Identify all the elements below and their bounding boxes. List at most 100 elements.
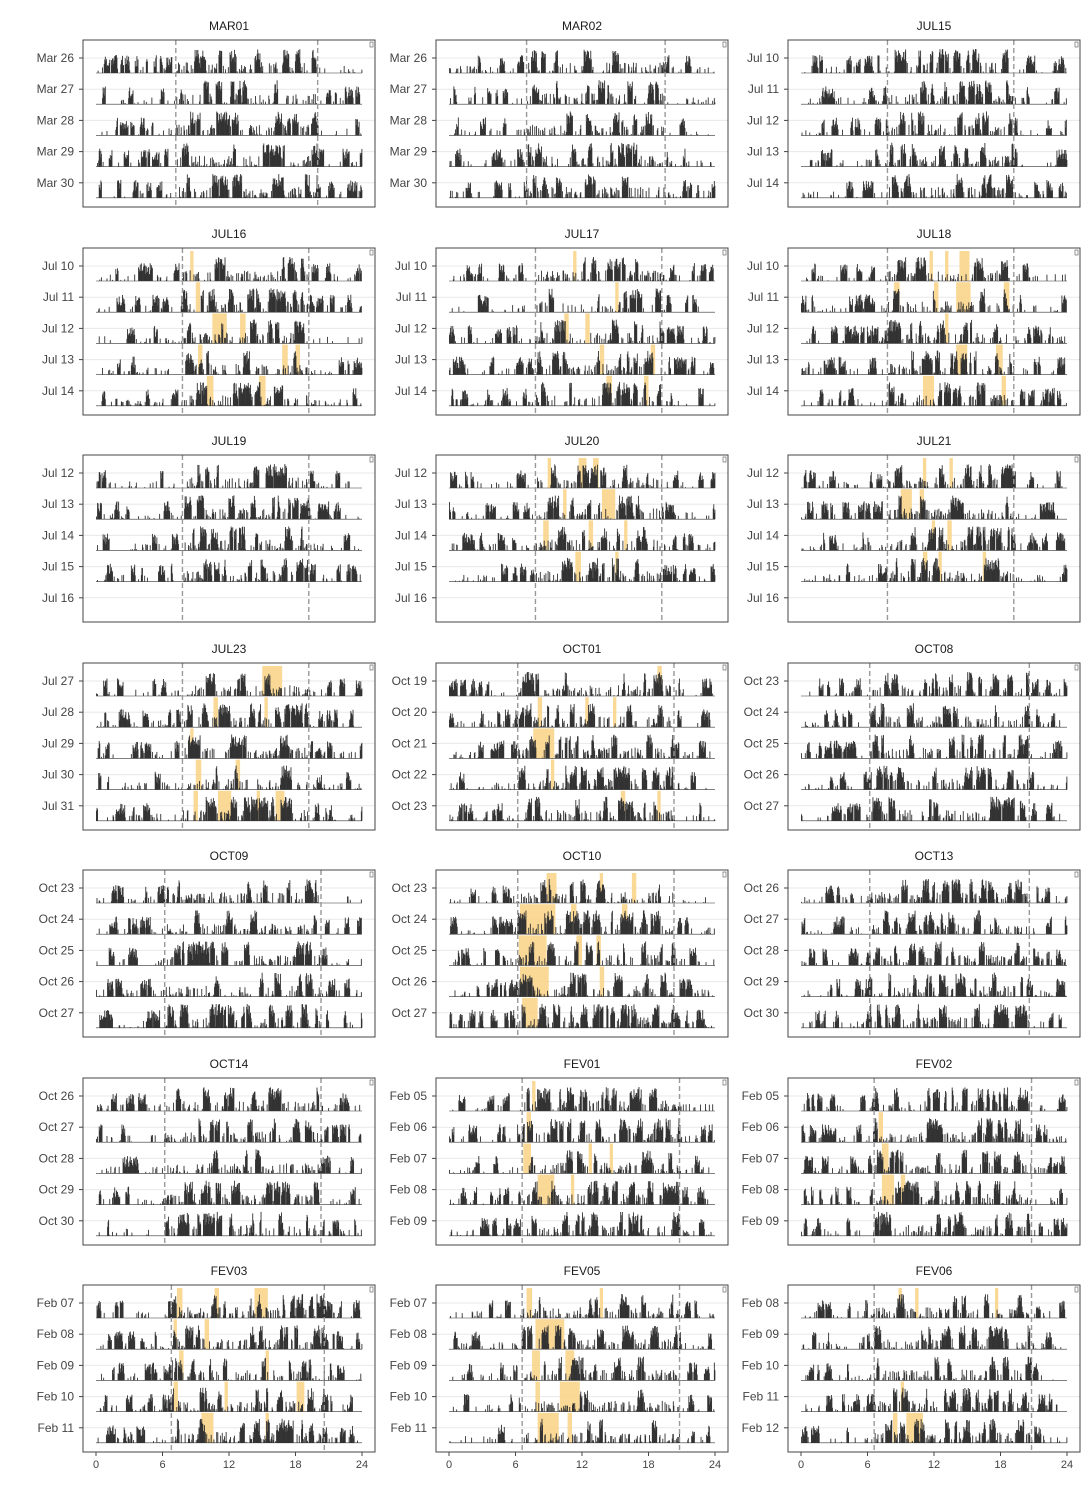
activity-bar xyxy=(899,125,900,135)
activity-bar xyxy=(252,191,253,198)
activity-bar xyxy=(545,54,546,73)
activity-bar xyxy=(688,369,689,375)
activity-bar xyxy=(502,190,503,198)
activity-bar xyxy=(138,160,139,167)
activity-bar xyxy=(460,276,461,281)
activity-bar xyxy=(599,336,600,344)
activity-bar xyxy=(192,338,193,343)
activity-bar xyxy=(982,94,983,104)
activity-bar xyxy=(621,338,622,344)
activity-bar xyxy=(683,339,684,343)
activity-bar xyxy=(260,276,261,281)
activity-bar xyxy=(277,271,278,281)
activity-bar xyxy=(927,64,928,73)
activity-bar xyxy=(296,356,297,375)
activity-bar xyxy=(304,160,305,167)
activity-bar xyxy=(236,305,237,313)
activity-bar xyxy=(714,337,715,343)
activity-bar xyxy=(480,62,481,73)
activity-bar xyxy=(236,364,237,375)
activity-bar xyxy=(272,275,273,281)
activity-bar xyxy=(816,134,817,136)
activity-bar xyxy=(822,60,823,73)
activity-bar xyxy=(261,134,262,135)
activity-bar xyxy=(163,399,164,406)
activity-bar xyxy=(707,329,708,344)
activity-bar xyxy=(189,134,190,135)
activity-bar xyxy=(676,197,677,198)
activity-bar xyxy=(246,88,247,105)
activity-bar xyxy=(293,334,294,344)
activity-bar xyxy=(620,64,621,73)
activity-bar xyxy=(223,66,224,73)
activity-bar xyxy=(972,125,973,135)
activity-bar xyxy=(177,390,178,406)
activity-bar xyxy=(226,311,227,312)
activity-bar xyxy=(284,336,285,344)
activity-bar xyxy=(455,341,456,343)
activity-bar xyxy=(809,132,810,135)
activity-bar xyxy=(932,163,933,166)
activity-bar xyxy=(207,273,208,281)
activity-bar xyxy=(269,99,270,104)
activity-bar xyxy=(181,70,182,73)
activity-day-1 xyxy=(449,257,715,281)
activity-bar xyxy=(610,370,611,374)
activity-bar xyxy=(182,191,183,198)
activity-bar xyxy=(224,102,225,104)
activity-bar xyxy=(642,189,643,198)
activity-bar xyxy=(670,195,671,198)
ytick-label: Mar 26 xyxy=(390,51,428,65)
activity-bar xyxy=(346,98,347,104)
activity-bar xyxy=(329,164,330,166)
activity-bar xyxy=(537,336,538,343)
activity-bar xyxy=(854,67,855,73)
activity-bar xyxy=(1053,71,1054,73)
activity-bar xyxy=(932,195,933,198)
activity-bar xyxy=(114,196,115,197)
activity-bar xyxy=(171,343,172,344)
activity-bar xyxy=(262,66,263,73)
activity-bar xyxy=(356,398,357,406)
activity-bar xyxy=(968,55,969,73)
activity-bar xyxy=(831,150,832,167)
activity-bar xyxy=(203,290,204,312)
highlight-period xyxy=(585,313,589,343)
activity-bar xyxy=(687,99,688,104)
activity-bar xyxy=(240,130,241,135)
activity-bar xyxy=(558,134,559,135)
activity-bar xyxy=(179,64,180,73)
activity-bar xyxy=(170,193,171,198)
activity-bar xyxy=(257,134,258,136)
activity-bar xyxy=(453,276,454,281)
activity-bar xyxy=(664,310,665,312)
activity-bar xyxy=(225,396,226,405)
activity-bar xyxy=(479,192,480,198)
activity-bar xyxy=(511,161,512,167)
activity-bar xyxy=(962,112,963,135)
activity-bar xyxy=(913,97,914,104)
activity-bar xyxy=(452,191,453,198)
activity-bar xyxy=(653,100,654,104)
activity-bar xyxy=(589,87,590,104)
activity-bar xyxy=(208,102,209,104)
activity-bar xyxy=(1066,193,1067,198)
activity-bar xyxy=(225,305,226,312)
activity-bar xyxy=(196,365,197,375)
activity-bar xyxy=(160,277,161,281)
activity-bar xyxy=(196,274,197,281)
activity-bar xyxy=(324,68,325,73)
activity-bar xyxy=(595,311,596,312)
activity-bar xyxy=(886,67,887,73)
activity-day-1 xyxy=(449,50,715,73)
activity-bar xyxy=(580,339,581,343)
activity-bar xyxy=(662,93,663,104)
activity-bar xyxy=(626,127,627,136)
activity-bar xyxy=(225,338,226,344)
activity-bar xyxy=(264,405,265,406)
activity-bar xyxy=(319,338,320,343)
activity-bar xyxy=(186,400,187,406)
activity-bar xyxy=(284,267,285,281)
activity-bar xyxy=(256,165,257,167)
activity-bar xyxy=(454,134,455,136)
